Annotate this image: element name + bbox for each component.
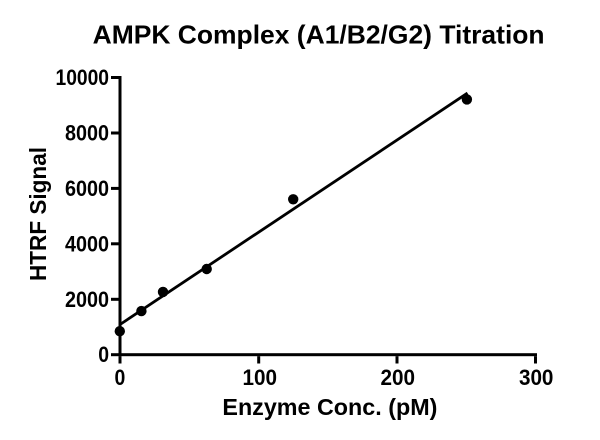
svg-text:2000: 2000 [65,287,109,312]
svg-text:6000: 6000 [65,176,109,201]
svg-text:300: 300 [519,365,554,390]
svg-text:AMPK Complex (A1/B2/G2) Titrat: AMPK Complex (A1/B2/G2) Titration [93,20,545,50]
svg-text:0: 0 [115,365,126,390]
svg-text:HTRF Signal: HTRF Signal [25,147,51,281]
svg-text:4000: 4000 [65,231,109,256]
svg-text:0: 0 [98,342,109,367]
svg-text:100: 100 [243,365,278,390]
svg-text:Enzyme Conc. (pM): Enzyme Conc. (pM) [222,394,437,420]
svg-text:10000: 10000 [56,65,110,90]
svg-text:200: 200 [381,365,416,390]
svg-text:8000: 8000 [65,121,109,146]
